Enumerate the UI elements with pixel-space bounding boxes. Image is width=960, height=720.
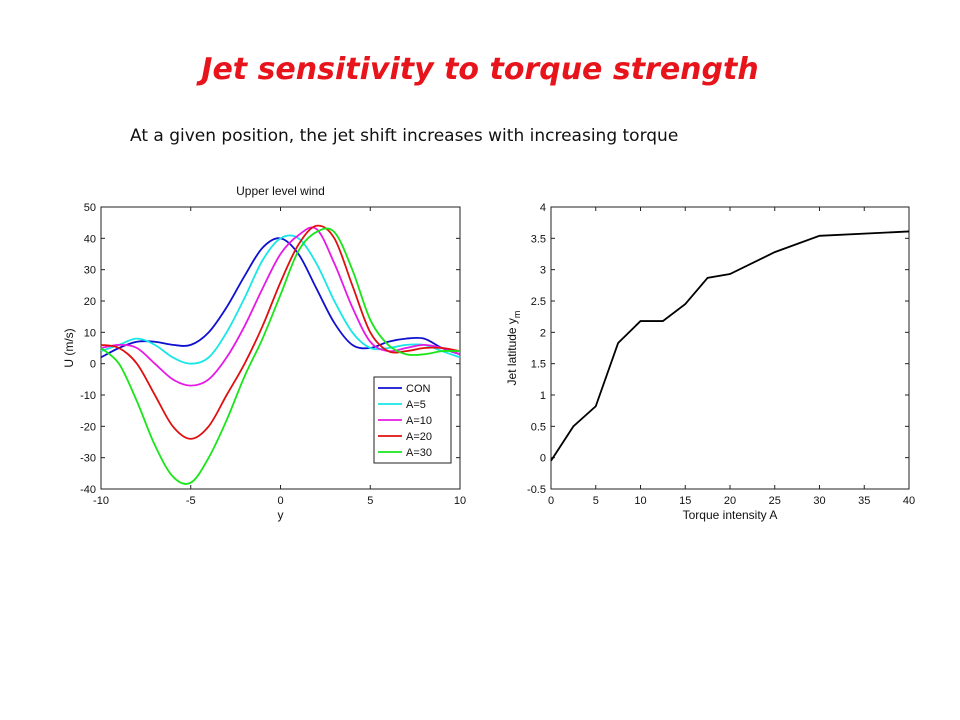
- chart1-series-line-a-30: [100, 227, 461, 485]
- chart2-y-axis-label-subscript: m: [512, 311, 522, 319]
- chart1-y-tick-label: -20: [80, 421, 96, 433]
- chart1-title: Upper level wind: [236, 184, 325, 198]
- chart1-series-line-a-10: [100, 226, 461, 387]
- chart2-y-tick-label: 0.5: [531, 421, 546, 433]
- chart1-series-line-a-5: [100, 234, 461, 365]
- chart1-y-axis-label: U (m/s): [62, 328, 76, 367]
- chart1-legend-entry: CON: [406, 383, 431, 395]
- chart2-plot-frame: [550, 206, 910, 490]
- chart2-x-tick-label: 30: [813, 495, 825, 507]
- chart1-y-tick-label: 50: [84, 202, 96, 214]
- chart1-y-tick-label: 0: [90, 359, 96, 371]
- chart1-legend-entry: A=30: [406, 447, 432, 459]
- chart1-y-tick-label: 40: [84, 233, 96, 245]
- chart2-y-tick-label: 3.5: [531, 233, 546, 245]
- page-subtitle: At a given position, the jet shift incre…: [130, 126, 679, 146]
- chart2-x-tick-label: 40: [903, 495, 915, 507]
- chart2-x-tick-label: 15: [679, 495, 691, 507]
- chart1-x-tick-label: 0: [277, 495, 283, 507]
- chart2-x-tick-label: 35: [858, 495, 870, 507]
- chart1-x-axis-label: y: [278, 508, 284, 522]
- page-title: Jet sensitivity to torque strength: [201, 52, 759, 87]
- chart2-y-tick-label: 3: [540, 265, 546, 277]
- chart2-x-axis-label: Torque intensity A: [683, 508, 778, 522]
- chart2-y-axis-label: Jet latitude ym: [505, 311, 522, 386]
- chart1-x-tick-label: -10: [93, 495, 109, 507]
- chart1-legend-entry: A=20: [406, 431, 432, 443]
- chart2-x-tick-label: 25: [769, 495, 781, 507]
- chart2-y-tick-label: 1: [540, 390, 546, 402]
- chart1-x-tick-label: -5: [186, 495, 196, 507]
- chart1-y-tick-label: -30: [80, 453, 96, 465]
- chart2-y-tick-label: 2: [540, 327, 546, 339]
- chart2-y-tick-label: 0: [540, 453, 546, 465]
- chart1-y-tick-label: 10: [84, 327, 96, 339]
- chart1-y-tick-label: -40: [80, 484, 96, 496]
- chart1-y-tick-label: -10: [80, 390, 96, 402]
- chart1-legend-entry: A=5: [406, 399, 426, 411]
- chart2-x-tick-label: 0: [548, 495, 554, 507]
- chart2-y-tick-label: 4: [540, 202, 546, 214]
- chart2-series-line-1: [550, 230, 910, 462]
- chart2-x-tick-label: 10: [634, 495, 646, 507]
- chart2-x-tick-label: 20: [724, 495, 736, 507]
- chart1-x-tick-label: 10: [454, 495, 466, 507]
- chart2-x-tick-label: 5: [593, 495, 599, 507]
- chart2-y-tick-label: -0.5: [527, 484, 546, 496]
- chart1-y-tick-label: 30: [84, 265, 96, 277]
- chart2-y-tick-label: 1.5: [531, 359, 546, 371]
- chart1-y-tick-label: 20: [84, 296, 96, 308]
- chart1-legend-entry: A=10: [406, 415, 432, 427]
- chart1-x-tick-label: 5: [367, 495, 373, 507]
- chart2-y-tick-label: 2.5: [531, 296, 546, 308]
